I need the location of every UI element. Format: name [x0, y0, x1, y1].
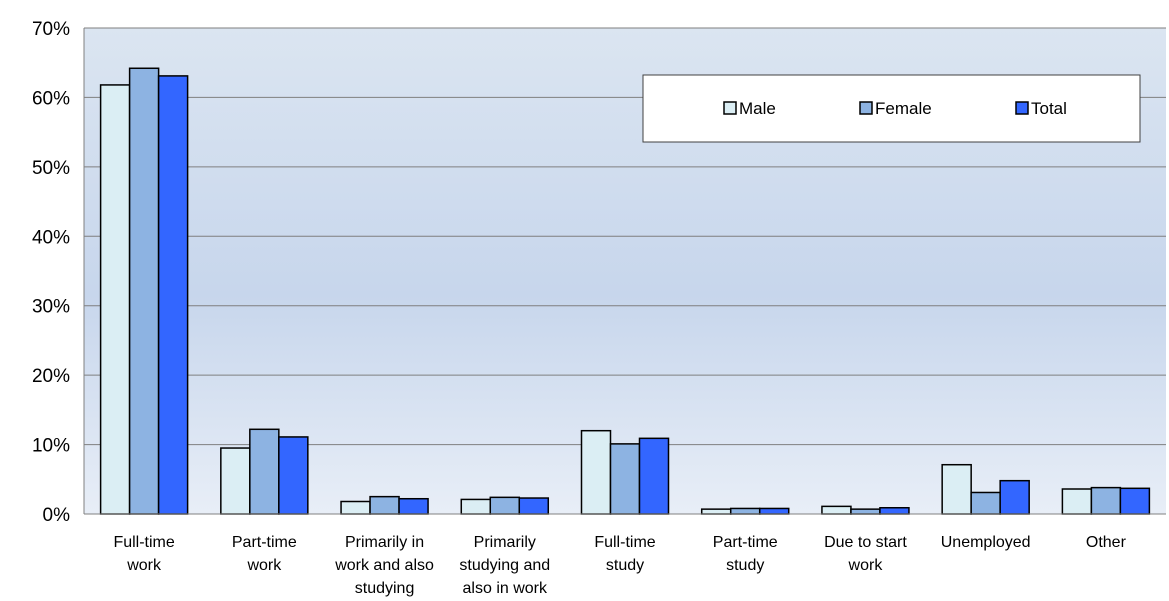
legend-swatch-female	[859, 101, 873, 115]
x-tick-label-line: work	[848, 557, 884, 574]
x-tick-label: Unemployed	[941, 534, 1031, 551]
bar-male	[340, 500, 371, 515]
bar-male	[700, 508, 732, 515]
bar-female	[369, 495, 400, 515]
bar-male	[580, 429, 612, 515]
y-tick-label: 50%	[32, 158, 70, 179]
legend-swatch-male	[723, 101, 737, 115]
x-tick-label: Full-time work	[113, 534, 174, 574]
x-tick-label: Part-time work	[232, 534, 297, 574]
x-tick-label: Full-time study	[594, 534, 655, 574]
x-tick-labels: Full-time work Part-time work Primarily in wo…	[113, 534, 1126, 597]
x-tick-label-line: work	[126, 557, 162, 574]
bar-female	[489, 496, 521, 515]
x-tick-label-line: Part-time	[232, 534, 297, 551]
x-tick-label: Primarily studying and also in work	[459, 534, 550, 597]
legend: Male Female Total	[642, 74, 1141, 143]
bar-male	[99, 84, 131, 515]
x-tick-label-line: Primarily	[474, 534, 536, 551]
x-tick-label-line: Full-time	[594, 534, 655, 551]
x-tick-label-line: Unemployed	[941, 534, 1031, 551]
bar-total	[398, 497, 429, 515]
bar-total	[278, 436, 309, 515]
x-tick-label: Due to start work	[824, 534, 907, 574]
bar-female	[1090, 486, 1122, 515]
bar-female	[128, 67, 160, 515]
y-tick-label: 10%	[32, 436, 70, 457]
bar-total	[638, 437, 670, 515]
bar-total	[157, 75, 189, 515]
y-tick-label: 30%	[32, 297, 70, 318]
y-tick-label: 70%	[32, 19, 70, 40]
bar-total	[999, 479, 1030, 515]
x-tick-label-line: studying and	[459, 557, 550, 574]
bar-male	[941, 463, 972, 515]
y-tick-label: 60%	[32, 88, 70, 109]
legend-label-total: Total	[1031, 99, 1067, 118]
legend-label-female: Female	[875, 99, 932, 118]
x-tick-label-line: work and also	[334, 557, 434, 574]
bar-female	[850, 508, 881, 515]
x-tick-label: Other	[1086, 534, 1127, 551]
bar-male	[821, 505, 852, 515]
bar-total	[879, 507, 910, 515]
x-tick-label: Primarily in work and also studying	[334, 534, 434, 597]
bar-total	[518, 497, 550, 515]
x-tick-label-line: Full-time	[113, 534, 174, 551]
bar-total	[1119, 487, 1151, 515]
x-tick-label-line: also in work	[463, 580, 548, 597]
y-tick-label: 40%	[32, 227, 70, 248]
x-tick-label-line: study	[726, 557, 764, 574]
x-tick-label-line: work	[246, 557, 282, 574]
bar-male	[220, 447, 251, 515]
x-tick-label-line: Other	[1086, 534, 1127, 551]
bar-total	[758, 507, 790, 515]
bar-male	[460, 498, 492, 515]
bar-female	[609, 443, 641, 515]
legend-label-male: Male	[739, 99, 776, 118]
y-tick-label: 0%	[43, 505, 71, 526]
y-tick-label: 20%	[32, 366, 70, 387]
bar-female	[970, 491, 1001, 515]
x-tick-label-line: study	[606, 557, 644, 574]
x-tick-label-line: Part-time	[713, 534, 778, 551]
x-tick-label-line: studying	[355, 580, 415, 597]
x-tick-label-line: Due to start	[824, 534, 907, 551]
bar-male	[1061, 488, 1093, 515]
bar-female	[729, 507, 761, 515]
legend-swatch-total	[1015, 101, 1029, 115]
bar-female	[249, 428, 280, 515]
x-tick-label-line: Primarily in	[345, 534, 424, 551]
x-tick-label: Part-time study	[713, 534, 778, 574]
y-tick-labels: 0% 10% 20% 30% 40% 50% 60% 70%	[32, 19, 70, 526]
